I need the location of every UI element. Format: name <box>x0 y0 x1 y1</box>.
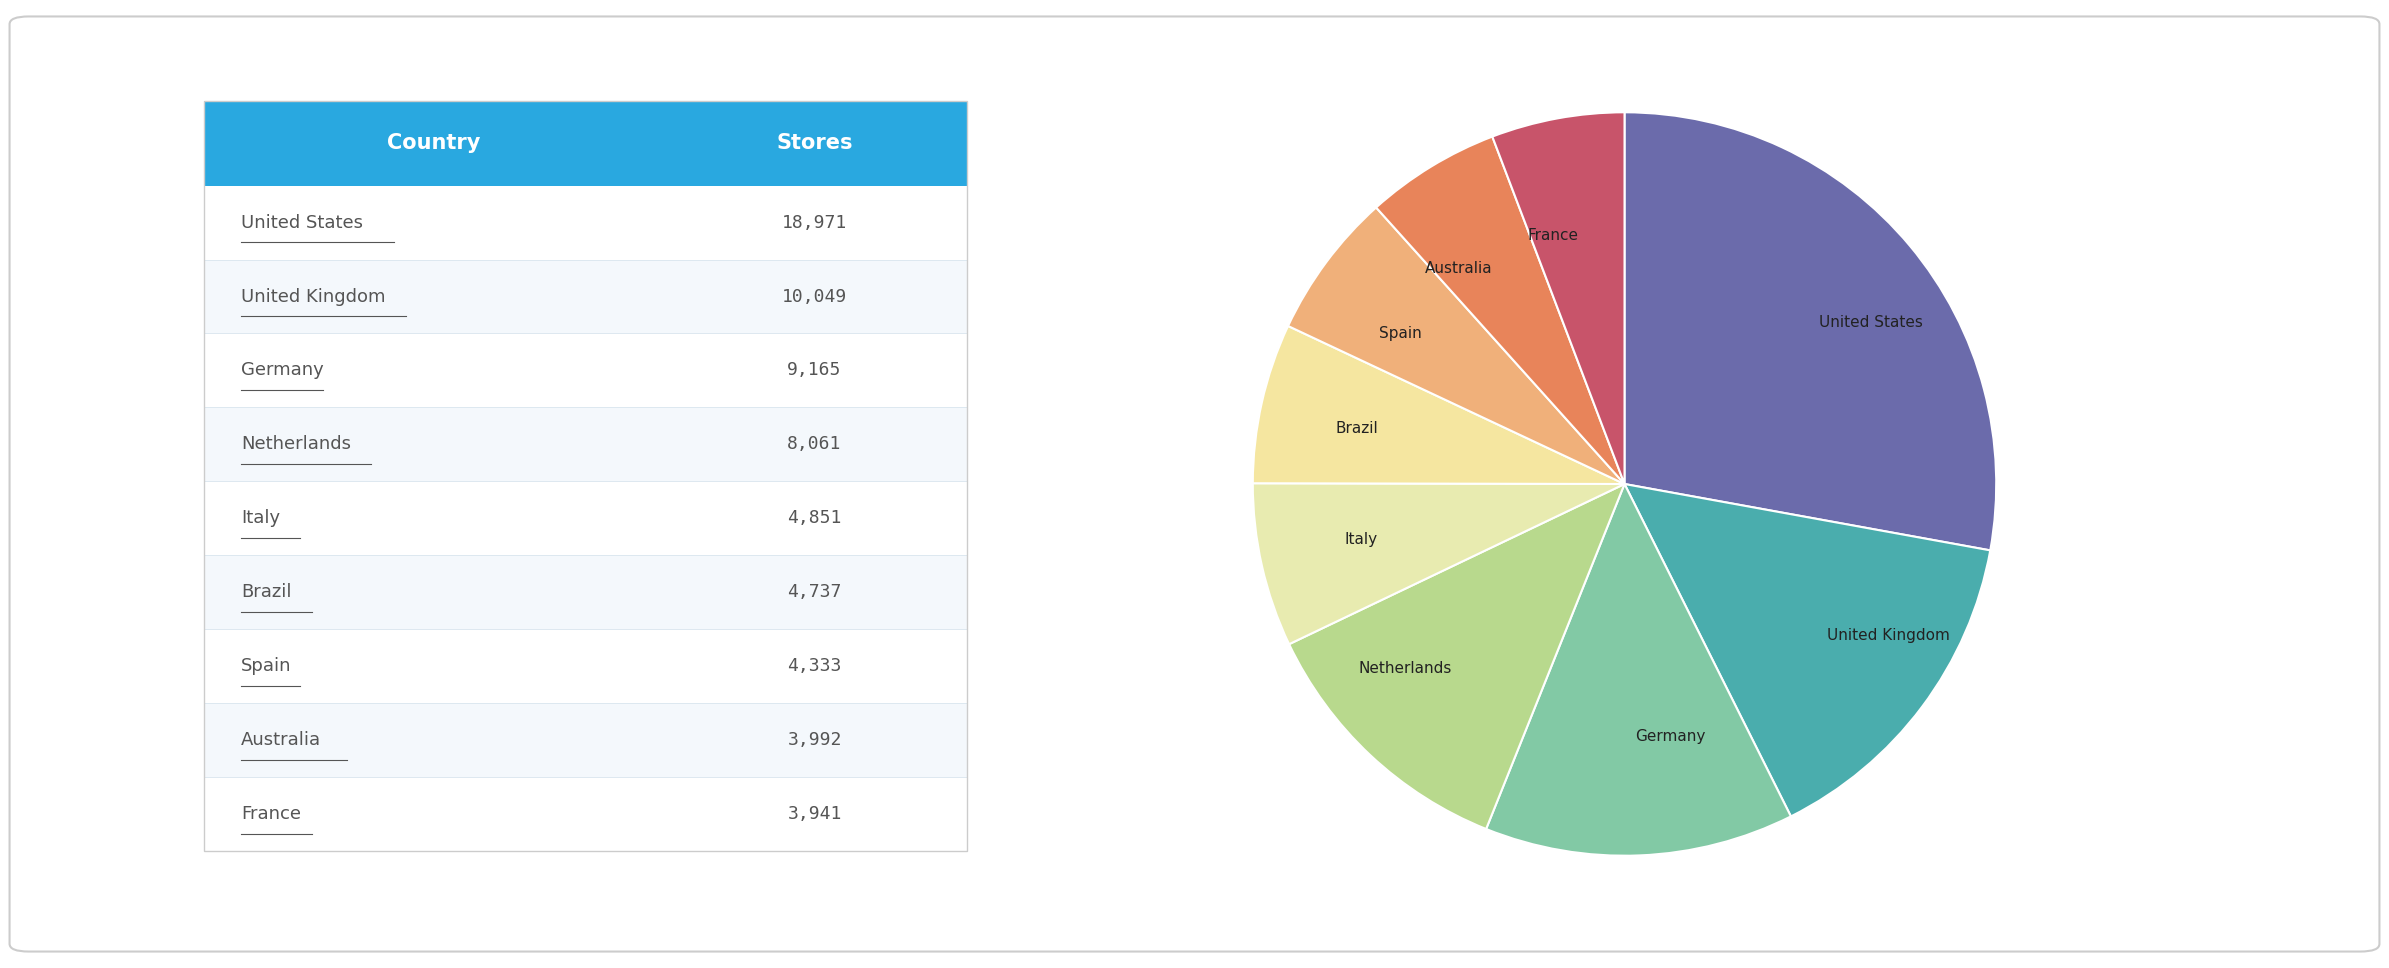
Text: Country: Country <box>387 134 480 153</box>
Text: 18,971: 18,971 <box>781 214 848 231</box>
FancyBboxPatch shape <box>205 259 968 334</box>
Wedge shape <box>1486 484 1792 856</box>
Text: France: France <box>241 805 301 823</box>
Wedge shape <box>1376 136 1625 484</box>
Text: Australia: Australia <box>241 731 320 749</box>
FancyBboxPatch shape <box>205 481 968 556</box>
Text: United Kingdom: United Kingdom <box>1828 628 1949 643</box>
Text: Australia: Australia <box>1426 260 1493 276</box>
Text: 8,061: 8,061 <box>788 436 841 453</box>
Wedge shape <box>1625 112 1997 551</box>
Text: 10,049: 10,049 <box>781 287 848 306</box>
Text: 4,333: 4,333 <box>788 657 841 675</box>
Text: United Kingdom: United Kingdom <box>241 287 385 306</box>
Wedge shape <box>1493 112 1625 484</box>
Text: Spain: Spain <box>1378 326 1421 341</box>
Text: Spain: Spain <box>241 657 291 675</box>
Text: United States: United States <box>241 214 363 231</box>
Text: Brazil: Brazil <box>241 583 291 601</box>
Text: France: France <box>1529 227 1579 243</box>
Text: 4,851: 4,851 <box>788 509 841 528</box>
FancyBboxPatch shape <box>205 101 968 186</box>
Wedge shape <box>1252 326 1625 484</box>
FancyBboxPatch shape <box>205 629 968 703</box>
FancyBboxPatch shape <box>205 556 968 629</box>
Text: Italy: Italy <box>241 509 280 528</box>
Text: Germany: Germany <box>1634 729 1706 744</box>
Text: Italy: Italy <box>1345 532 1378 547</box>
Wedge shape <box>1252 483 1625 644</box>
Text: United States: United States <box>1818 315 1923 329</box>
FancyBboxPatch shape <box>205 408 968 481</box>
Text: 3,941: 3,941 <box>788 805 841 823</box>
FancyBboxPatch shape <box>205 703 968 777</box>
Text: 3,992: 3,992 <box>788 731 841 749</box>
FancyBboxPatch shape <box>205 186 968 259</box>
Text: Germany: Germany <box>241 361 323 379</box>
Wedge shape <box>1625 484 1990 816</box>
Text: 4,737: 4,737 <box>788 583 841 601</box>
Wedge shape <box>1290 484 1625 829</box>
FancyBboxPatch shape <box>205 334 968 408</box>
Text: Netherlands: Netherlands <box>241 436 351 453</box>
FancyBboxPatch shape <box>205 777 968 851</box>
Text: 9,165: 9,165 <box>788 361 841 379</box>
Text: Stores: Stores <box>776 134 853 153</box>
Text: Brazil: Brazil <box>1335 421 1378 437</box>
Text: Netherlands: Netherlands <box>1359 661 1453 676</box>
Wedge shape <box>1288 207 1625 484</box>
